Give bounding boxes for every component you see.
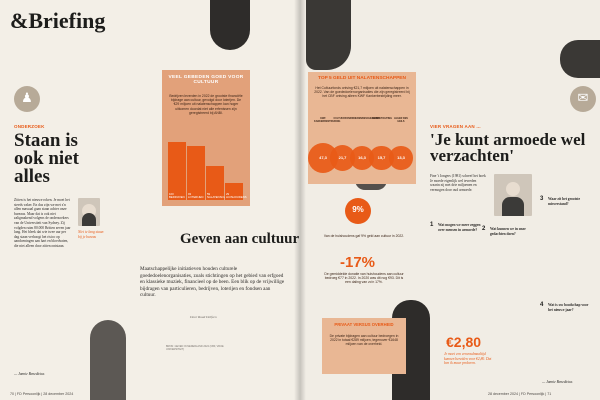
circle-value: 13,3: [397, 155, 405, 160]
circle-label: CULTUURFONDS: [333, 117, 354, 120]
euro-value: €2,80: [446, 334, 482, 350]
page-footer-right: 28 december 2024 | FD Persoonlijk | 71: [488, 392, 552, 396]
bar: 100 BEDRIJVEN: [168, 142, 186, 200]
question: Wat is uw boodschap voor het nieuwe jaar…: [548, 303, 589, 312]
feature-lede: Maatschappelijke initiatieven houden cul…: [140, 266, 285, 299]
page-footer-left: 70 | FD Persoonlijk | 28 december 2024: [10, 392, 74, 396]
circle-value: 21,7: [338, 155, 347, 160]
kicker: ONDERZOEK: [14, 124, 45, 129]
headline: Staan is ook niet alles: [14, 130, 79, 188]
interviewee-portrait: [494, 174, 532, 216]
bar-label: 93 LOTERIJEN: [188, 192, 204, 199]
question-number: 2: [482, 226, 486, 232]
left-page: [0, 0, 300, 400]
signature: — Jannie Benedictus: [542, 380, 573, 384]
hand-photo: [560, 40, 600, 78]
author-portrait: [78, 198, 100, 226]
stat-value: 9%: [352, 205, 364, 214]
bar-label: 29 HUISHOUDENS: [226, 192, 247, 199]
source-credit: BRON: GEVEN IN NEDERLAND 2024 (CBF, VRIJ…: [166, 345, 224, 351]
card-text: De private bijdragen aan cultuur bedroeg…: [329, 334, 399, 347]
hand-photo: [306, 0, 351, 70]
stat-value: -17%: [340, 254, 376, 271]
card-title: TOP 5 GELD UIT NALATENSCHAPPEN: [318, 76, 406, 81]
circle-labels: KWF KANKERBESTRIJDING CULTUURFONDS DIERENB…: [314, 117, 410, 130]
circle-value: 15,7: [377, 155, 386, 160]
bar: 59 NALATENSCHAPPEN: [206, 165, 235, 200]
article-body: Zitten is het nieuwe roken. Je moet het …: [14, 198, 71, 248]
question-number: 4: [540, 302, 544, 308]
bar-label: 59 NALATENSCHAPPEN: [207, 192, 236, 199]
bar: 93 LOTERIJEN: [187, 146, 205, 200]
page-gutter: [294, 0, 306, 400]
section-title: &Briefing: [10, 8, 106, 33]
speech-icon: ♟: [14, 86, 40, 112]
bar-chart: 100 BEDRIJVEN 93 LOTERIJEN 59 NALATENSCHAP…: [168, 142, 247, 200]
card-text: Bedrijven leverden in 2022 de grootste f…: [169, 94, 243, 115]
feature-title: Geven aan cultuur: [180, 231, 300, 247]
kicker: VIER VRAGEN AAN …: [430, 124, 481, 129]
article-intro: Fine 't Jongers (1981) schreef het boek …: [430, 174, 486, 192]
stat-text: Van de huishoudens gaf 9% geld aan cultu…: [323, 234, 405, 238]
signature: — Jannie Benedictus: [14, 372, 45, 376]
card-title: VEEL GEBEDEN GOED VOOR CULTUUR: [168, 75, 244, 85]
value-circle: [389, 146, 413, 170]
headline: 'Je kunt armoede wel verzachten': [430, 130, 586, 166]
question: Waar zit het grootste misverstand?: [548, 197, 581, 206]
circle-label: KWF KANKERBESTRIJDING: [314, 117, 341, 123]
question-number: 1: [430, 222, 434, 228]
stat-text: De gemiddelde donatie van huishoudens aa…: [324, 272, 404, 285]
euro-caption: Je moet een eenvoudmaaltijd kunnen berei…: [444, 352, 492, 366]
circle-value: 16,3: [358, 155, 366, 160]
question: Wat kunnen we in onze gedachten doen?: [490, 227, 526, 236]
card-text: Het Cultuurfonds ontving €21,7 miljoen u…: [314, 86, 410, 99]
giving-card: VEEL GEBEDEN GOED VOOR CULTUUR Bedrijven…: [162, 70, 250, 206]
circle-label: DIERENBESCHERMING: [353, 117, 380, 120]
bar-label: 100 BEDRIJVEN: [169, 192, 185, 199]
hand-photo: [210, 0, 250, 50]
circle-value: 47,3: [319, 155, 327, 160]
card-title: PRIVAAT VERSUS OVERHEID: [334, 322, 394, 327]
quote: Niet te lang staan bij je bureau: [78, 230, 104, 239]
private-card: PRIVAAT VERSUS OVERHEID De private bijdr…: [322, 318, 406, 374]
circle-label: HARTSTICHTING: [372, 117, 393, 120]
hand-photo: [90, 320, 126, 400]
bar: 29 HUISHOUDENS: [225, 183, 247, 200]
chat-icon: ✉: [570, 86, 596, 112]
percent-bubble: 9%: [345, 198, 371, 224]
question: Wat mogen we meer zeggen over mensen in …: [438, 223, 481, 232]
circle-label: LEGER DES HEILS: [394, 117, 408, 123]
question-number: 3: [540, 196, 544, 202]
byline: Door Ruud Dolfsen: [190, 315, 217, 319]
